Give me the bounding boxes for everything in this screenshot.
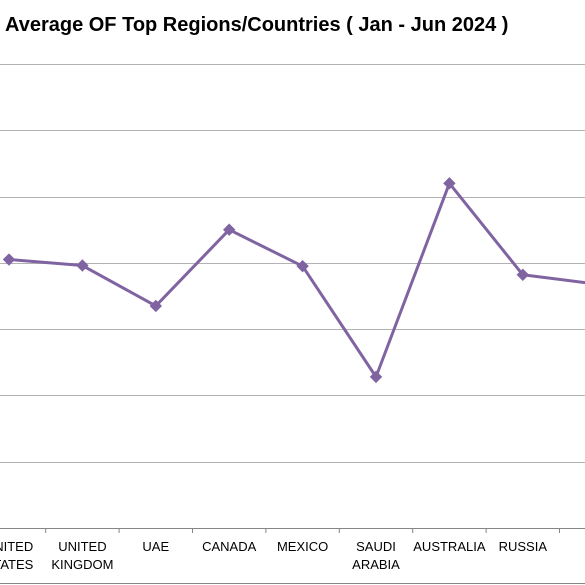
- data-point-marker: [76, 259, 89, 272]
- x-tick-label: RUSSIA: [499, 539, 548, 554]
- data-point-marker: [296, 259, 309, 273]
- x-tick-label: UAE: [142, 539, 169, 554]
- x-tick-label: AUSTRALIA: [413, 539, 486, 554]
- x-tick-label: UNITED KINGDOM: [51, 539, 113, 572]
- data-point-marker: [222, 223, 236, 236]
- data-point-marker: [369, 370, 383, 384]
- data-point-marker: [149, 299, 163, 313]
- x-tick-label: UNITEDSTATES: [0, 539, 34, 572]
- data-point-marker: [516, 268, 530, 281]
- chart-title: Average OF Top Regions/Countries ( Jan -…: [5, 14, 509, 36]
- series-line: [8, 181, 585, 379]
- x-tick-label: SAUDI ARABIA: [352, 539, 400, 572]
- data-point-marker: [2, 253, 16, 266]
- x-tick-label: CANADA: [202, 539, 257, 554]
- x-tick-label: MEXICO: [277, 539, 328, 554]
- data-point-marker: [443, 177, 456, 190]
